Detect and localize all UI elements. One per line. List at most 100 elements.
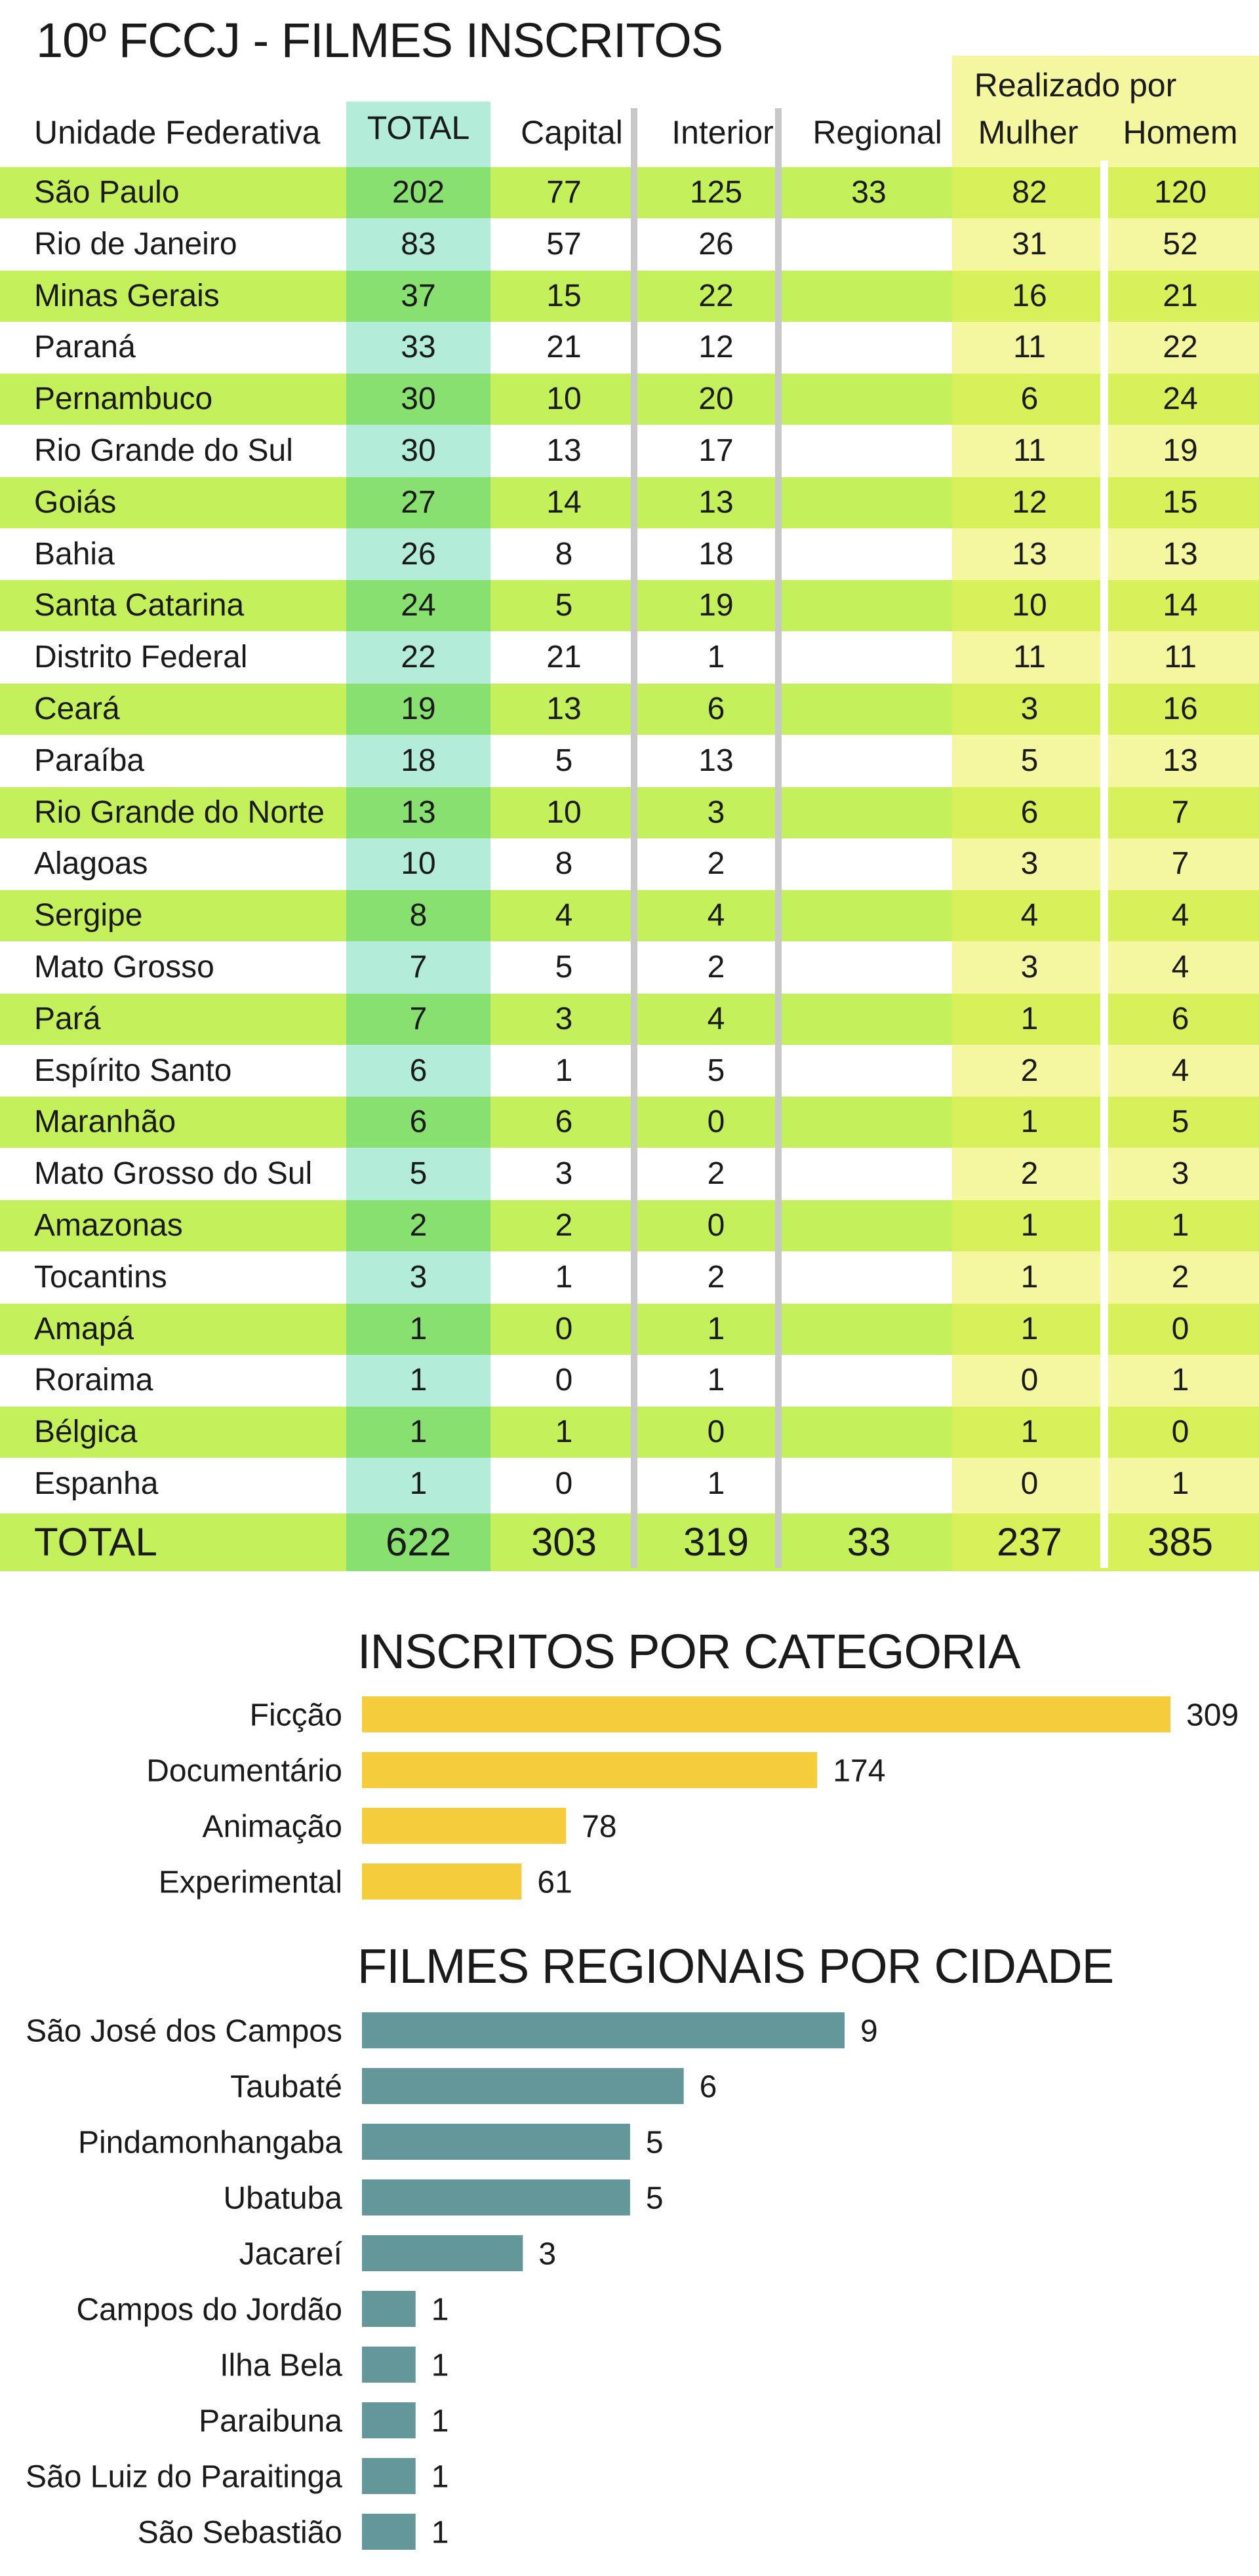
cell-total: 22: [401, 640, 436, 675]
cell-uf: Minas Gerais: [34, 278, 220, 313]
cell-mulher: 1: [1020, 1001, 1039, 1036]
table-row: Alagoas 10 8 2 3 7: [0, 838, 1259, 889]
cell-capital: 5: [555, 743, 573, 778]
cell-regional: 33: [851, 175, 887, 210]
cell-regional: [787, 219, 951, 270]
cell-mulher: 0: [1020, 1363, 1039, 1398]
cell-total: 10: [401, 846, 436, 882]
cell-homem: 120: [1153, 175, 1207, 210]
cell-capital: 5: [555, 950, 573, 985]
header-total: TOTAL: [367, 109, 470, 146]
cell-capital: 0: [555, 1363, 573, 1398]
cell-capital: 10: [546, 794, 582, 830]
cell-uf: Amazonas: [34, 1208, 183, 1243]
cell-interior: 5: [707, 1053, 725, 1088]
category-label: Experimental: [159, 1865, 342, 1900]
table-total-row: TOTAL 622 303 319 33 237 385: [0, 1513, 1259, 1571]
cell-uf: São Paulo: [34, 175, 180, 210]
cell-homem: 24: [1163, 381, 1198, 417]
cell-total: 7: [409, 950, 428, 985]
cell-interior: 1: [707, 1363, 725, 1398]
cell-capital: 0: [555, 1311, 573, 1346]
cell-total: 8: [409, 898, 428, 933]
total-cell-shade: [346, 1513, 490, 1571]
cell-uf: Goiás: [34, 484, 117, 520]
cell-regional: [787, 1458, 951, 1510]
category-label: Campos do Jordão: [76, 2293, 342, 2328]
bar: [362, 2347, 416, 2383]
cell-total: 27: [401, 484, 436, 520]
cell-uf: Mato Grosso do Sul: [34, 1156, 313, 1192]
cell-total: 1: [409, 1311, 428, 1346]
total-cell-shade: [346, 1097, 490, 1148]
cell-total: 26: [401, 536, 436, 572]
cell-capital: 303: [530, 1519, 597, 1564]
cell-interior: 6: [707, 692, 725, 726]
cell-regional: [787, 890, 951, 941]
cell-mulher: 1: [1020, 1104, 1039, 1140]
page-title: 10º FCCJ - FILMES INSCRITOS: [36, 13, 723, 68]
cell-interior: 2: [707, 846, 725, 882]
total-cell-shade: [346, 684, 490, 735]
cell-total: 18: [401, 743, 436, 778]
cell-regional: [787, 271, 951, 322]
column-separator: [775, 108, 782, 1568]
cell-mulher: 3: [1020, 846, 1039, 882]
cell-mulher: 3: [1020, 692, 1039, 726]
cell-interior: 0: [707, 1415, 725, 1450]
cell-homem: 11: [1164, 640, 1197, 675]
cell-regional: [787, 1304, 951, 1355]
table-row: Mato Grosso do Sul 5 3 2 2 3: [0, 1148, 1259, 1200]
cell-mulher: 11: [1013, 330, 1046, 365]
cell-mulher: 2: [1020, 1053, 1039, 1088]
category-label: São José dos Campos: [26, 2014, 342, 2049]
cell-mulher: 12: [1012, 484, 1047, 520]
cell-homem: 1: [1171, 1208, 1189, 1243]
cell-capital: 13: [546, 692, 582, 726]
cell-regional: [787, 684, 951, 735]
cell-total: 13: [401, 794, 436, 830]
cell-interior: 4: [707, 1001, 725, 1036]
cell-capital: 1: [555, 1053, 573, 1088]
cell-regional: [787, 374, 951, 425]
cell-uf: Alagoas: [34, 846, 148, 882]
header-unidade: Unidade Federativa: [34, 114, 321, 151]
cell-homem: 1: [1171, 1363, 1189, 1398]
cell-capital: 1: [555, 1259, 573, 1295]
bar: [362, 2068, 684, 2104]
table-row: Sergipe 8 4 4 4 4: [0, 890, 1259, 942]
cell-total: 5: [409, 1156, 428, 1192]
header-homem: Homem: [1123, 114, 1238, 151]
cell-capital: 5: [555, 588, 573, 623]
cell-capital: 8: [555, 536, 573, 572]
cell-regional: 33: [847, 1519, 891, 1564]
cell-interior: 1: [707, 640, 725, 675]
category-label: Ficção: [250, 1698, 342, 1733]
cell-mulher: 82: [1012, 175, 1047, 210]
cell-interior: 319: [683, 1519, 749, 1564]
bar: [362, 2402, 416, 2438]
cell-interior: 17: [698, 433, 734, 468]
cell-regional: [787, 632, 951, 683]
column-separator: [631, 108, 637, 1568]
value-label: 5: [646, 2181, 664, 2216]
header-realizado-por: Realizado por: [974, 67, 1177, 104]
cell-regional: [787, 580, 951, 631]
cell-regional: [787, 1355, 951, 1406]
category-label: Taubaté: [230, 2070, 342, 2105]
cell-capital: 10: [546, 381, 582, 417]
table-row: Bahia 26 8 18 13 13: [0, 529, 1259, 580]
value-label: 1: [431, 2460, 449, 2495]
cell-mulher: 31: [1012, 226, 1047, 262]
category-chart-title: INSCRITOS POR CATEGORIA: [357, 1624, 1020, 1679]
cell-total: 7: [409, 1001, 428, 1036]
cell-total: 1: [409, 1363, 428, 1398]
cell-total: 6: [409, 1104, 428, 1140]
cell-capital: 57: [546, 226, 582, 262]
header-mulher: Mulher: [978, 114, 1079, 151]
cell-uf: Rio Grande do Norte: [34, 794, 325, 830]
cell-total: 3: [409, 1259, 428, 1295]
cell-mulher: 10: [1012, 588, 1047, 623]
cell-interior: 2: [707, 1259, 725, 1295]
cell-uf: Pernambuco: [34, 381, 213, 417]
